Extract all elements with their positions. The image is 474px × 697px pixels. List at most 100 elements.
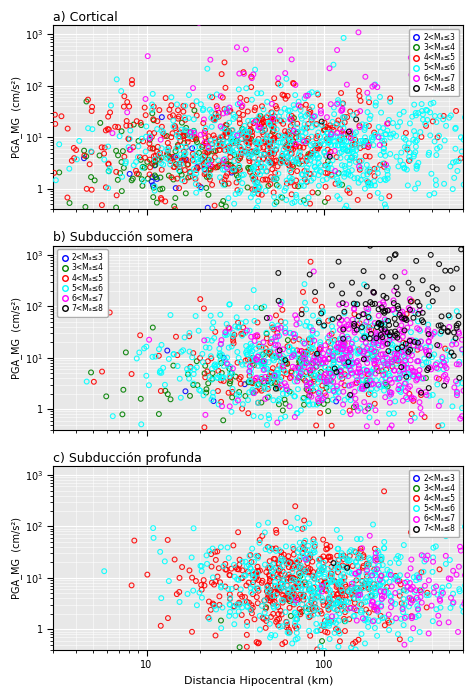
- Point: [284, 91, 292, 102]
- Point: [291, 197, 298, 208]
- Point: [378, 374, 386, 385]
- Point: [326, 123, 333, 135]
- Point: [356, 155, 363, 167]
- Point: [354, 172, 361, 183]
- Point: [274, 367, 282, 378]
- Point: [321, 339, 329, 351]
- Point: [286, 588, 294, 599]
- Point: [284, 627, 292, 638]
- Point: [307, 611, 314, 622]
- Point: [348, 139, 356, 151]
- Point: [259, 162, 267, 173]
- Point: [401, 639, 408, 650]
- Point: [138, 174, 146, 185]
- Point: [320, 577, 328, 588]
- Point: [322, 368, 330, 379]
- Point: [271, 93, 278, 104]
- Point: [345, 169, 352, 180]
- Point: [351, 611, 358, 622]
- Point: [447, 110, 455, 121]
- Point: [319, 357, 326, 368]
- Point: [263, 363, 271, 374]
- Point: [321, 369, 328, 381]
- Point: [399, 604, 406, 615]
- Point: [426, 362, 434, 373]
- Point: [396, 575, 403, 586]
- Point: [357, 607, 365, 618]
- Point: [458, 146, 465, 157]
- Point: [291, 411, 299, 422]
- Point: [443, 362, 450, 374]
- Point: [270, 586, 278, 597]
- Point: [379, 297, 387, 308]
- Point: [260, 121, 268, 132]
- Point: [275, 330, 283, 342]
- Point: [306, 399, 313, 411]
- Point: [266, 570, 273, 581]
- Point: [375, 547, 383, 558]
- Point: [398, 598, 405, 609]
- Point: [294, 408, 301, 419]
- Point: [165, 104, 173, 115]
- Point: [309, 338, 316, 349]
- Point: [342, 144, 349, 155]
- Point: [277, 322, 284, 333]
- Point: [353, 533, 361, 544]
- Point: [337, 576, 345, 587]
- Point: [272, 524, 280, 535]
- Point: [301, 111, 309, 122]
- Point: [429, 615, 437, 627]
- Point: [431, 326, 438, 337]
- Point: [218, 581, 225, 592]
- Point: [268, 158, 275, 169]
- Point: [351, 592, 358, 604]
- Point: [341, 203, 348, 214]
- Point: [122, 347, 130, 358]
- Point: [318, 636, 326, 647]
- Point: [432, 174, 439, 185]
- Point: [210, 332, 218, 344]
- Point: [209, 598, 217, 609]
- Point: [210, 114, 218, 125]
- Point: [341, 395, 348, 406]
- Point: [472, 366, 474, 377]
- Point: [173, 173, 181, 184]
- Point: [180, 146, 188, 157]
- Point: [283, 139, 290, 151]
- Point: [255, 378, 263, 390]
- Point: [235, 597, 243, 608]
- Point: [374, 379, 382, 390]
- Point: [242, 570, 249, 581]
- Point: [291, 351, 299, 362]
- Point: [408, 392, 415, 403]
- Point: [270, 324, 278, 335]
- Point: [338, 103, 346, 114]
- Point: [247, 354, 255, 365]
- Point: [247, 343, 255, 354]
- Point: [224, 127, 232, 138]
- Point: [268, 350, 275, 361]
- Point: [329, 372, 337, 383]
- Point: [157, 367, 165, 378]
- Point: [329, 351, 337, 362]
- Point: [269, 126, 276, 137]
- Point: [188, 143, 196, 154]
- Point: [301, 544, 309, 555]
- Point: [251, 585, 258, 596]
- Point: [310, 266, 318, 277]
- Point: [310, 544, 318, 556]
- Point: [341, 128, 349, 139]
- Point: [467, 583, 474, 594]
- Point: [279, 560, 286, 572]
- Point: [102, 125, 109, 136]
- Point: [449, 598, 456, 609]
- Point: [165, 170, 173, 181]
- Point: [446, 321, 453, 332]
- Point: [303, 166, 311, 177]
- Point: [425, 337, 433, 348]
- Point: [437, 360, 445, 371]
- Point: [268, 319, 276, 330]
- Point: [343, 562, 351, 574]
- Point: [268, 333, 276, 344]
- Point: [322, 357, 329, 368]
